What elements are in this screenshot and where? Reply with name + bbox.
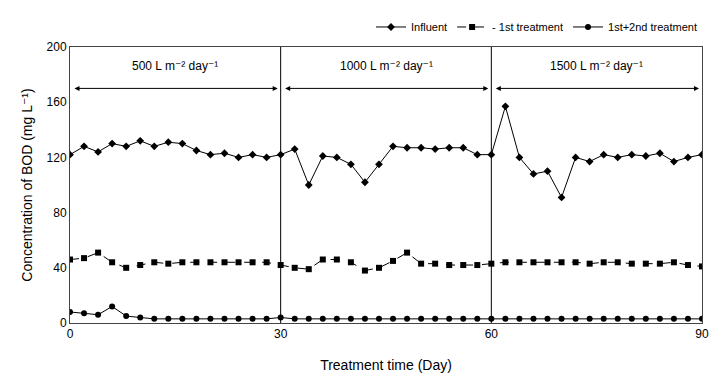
- svg-text:200: 200: [47, 40, 67, 54]
- svg-text:1st+2nd treatment: 1st+2nd treatment: [608, 21, 697, 33]
- svg-text:30: 30: [274, 327, 288, 341]
- svg-text:1000 L m⁻² day⁻¹: 1000 L m⁻² day⁻¹: [340, 59, 433, 73]
- svg-text:0: 0: [60, 316, 67, 330]
- svg-text:- 1st treatment: - 1st treatment: [492, 21, 563, 33]
- svg-text:120: 120: [47, 151, 67, 165]
- svg-text:160: 160: [47, 95, 67, 109]
- svg-text:0: 0: [67, 327, 74, 341]
- svg-text:40: 40: [53, 261, 67, 275]
- svg-text:80: 80: [53, 206, 67, 220]
- svg-text:90: 90: [695, 327, 709, 341]
- svg-text:Concentration of BOD (mg L⁻¹): Concentration of BOD (mg L⁻¹): [19, 88, 35, 281]
- svg-text:60: 60: [485, 327, 499, 341]
- svg-text:Influent: Influent: [411, 21, 447, 33]
- svg-text:1500 L m⁻² day⁻¹: 1500 L m⁻² day⁻¹: [550, 59, 643, 73]
- svg-text:Treatment time (Day): Treatment time (Day): [320, 357, 452, 373]
- svg-text:500 L m⁻² day⁻¹: 500 L m⁻² day⁻¹: [132, 59, 218, 73]
